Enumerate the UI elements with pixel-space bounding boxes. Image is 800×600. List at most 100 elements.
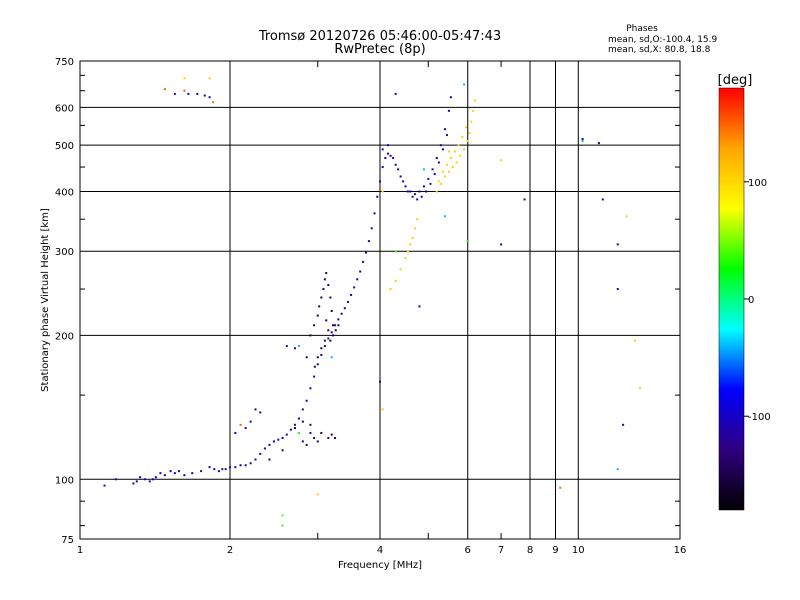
data-point: [443, 128, 446, 131]
x-axis-label: Frequency [MHz]: [338, 560, 422, 571]
data-point: [200, 470, 203, 473]
data-point: [447, 170, 450, 173]
data-point: [320, 296, 323, 299]
data-point: [470, 120, 473, 123]
data-point: [239, 423, 242, 426]
data-point: [447, 150, 450, 153]
data-point: [254, 458, 257, 461]
data-point: [451, 166, 454, 169]
colorbar-tick-label: -100: [748, 412, 771, 423]
data-point: [441, 170, 444, 173]
data-point: [313, 375, 316, 378]
data-point: [263, 447, 266, 450]
data-point: [416, 218, 419, 221]
data-point: [418, 305, 421, 308]
data-point: [132, 482, 135, 485]
data-point: [322, 288, 325, 291]
data-point: [394, 250, 397, 253]
data-point: [386, 144, 389, 147]
data-point: [581, 138, 584, 141]
data-point: [212, 101, 215, 104]
data-point: [272, 440, 275, 443]
x-tick-label: 9: [552, 545, 558, 556]
data-point: [208, 466, 211, 469]
data-point: [281, 524, 284, 527]
data-point: [325, 319, 328, 322]
data-point: [330, 331, 333, 334]
data-point: [313, 324, 316, 327]
x-tick-label: 16: [674, 545, 687, 556]
data-point: [381, 190, 384, 193]
data-point: [334, 329, 337, 332]
data-point: [376, 195, 379, 198]
data-point: [466, 240, 469, 243]
data-point: [305, 399, 308, 402]
data-point: [406, 250, 409, 253]
data-point: [443, 215, 446, 218]
data-point: [313, 436, 316, 439]
data-point: [616, 243, 619, 246]
data-point: [293, 423, 296, 426]
data-point: [394, 163, 397, 166]
data-point: [297, 431, 300, 434]
data-point: [404, 257, 407, 260]
data-point: [114, 478, 117, 481]
data-point: [191, 472, 194, 475]
data-point: [447, 109, 450, 112]
data-point: [468, 132, 471, 135]
data-point: [373, 212, 376, 215]
data-point: [500, 159, 503, 162]
data-point: [409, 190, 412, 193]
grid-lines: [80, 61, 680, 539]
data-points: [103, 77, 642, 527]
data-point: [325, 272, 328, 275]
data-point: [327, 337, 330, 340]
data-point: [472, 109, 475, 112]
data-point: [413, 227, 416, 230]
data-point: [330, 309, 333, 312]
data-point: [370, 227, 373, 230]
data-point: [439, 144, 442, 147]
data-point: [103, 484, 106, 487]
colorbar: [718, 87, 745, 511]
data-point: [297, 417, 300, 420]
data-point: [616, 468, 619, 471]
data-point: [381, 148, 384, 151]
x-tick-label: 8: [527, 545, 533, 556]
data-point: [634, 339, 637, 342]
data-point: [406, 190, 409, 193]
stats-o-mode: mean, sd,O:-100.4, 15.9: [608, 35, 718, 45]
data-point: [234, 466, 237, 469]
data-point: [381, 408, 384, 411]
data-point: [309, 431, 312, 434]
data-point: [208, 77, 211, 80]
data-point: [301, 408, 304, 411]
data-point: [411, 195, 414, 198]
data-point: [399, 268, 402, 271]
colorbar-tick-label: 0: [748, 295, 754, 306]
data-point: [463, 148, 466, 151]
data-point: [441, 148, 444, 151]
data-point: [309, 334, 312, 337]
data-point: [622, 423, 625, 426]
data-point: [457, 144, 460, 147]
data-point: [268, 458, 271, 461]
data-point: [464, 126, 467, 129]
data-point: [559, 486, 562, 489]
data-point: [343, 307, 346, 310]
data-point: [330, 433, 333, 436]
y-axis-label: Stationary phase Virtual Height [km]: [40, 208, 51, 392]
y-tick-label: 75: [61, 535, 74, 546]
data-point: [316, 493, 319, 496]
data-point: [318, 305, 321, 308]
data-point: [249, 420, 252, 423]
data-point: [455, 161, 458, 164]
chart-title: Tromsø 20120726 05:46:00-05:47:43: [258, 29, 501, 44]
data-point: [221, 468, 224, 471]
stats-header: Phases: [626, 24, 658, 34]
data-point: [323, 345, 326, 348]
data-point: [327, 283, 330, 286]
data-point: [601, 198, 604, 201]
data-point: [625, 215, 628, 218]
data-point: [379, 180, 381, 183]
